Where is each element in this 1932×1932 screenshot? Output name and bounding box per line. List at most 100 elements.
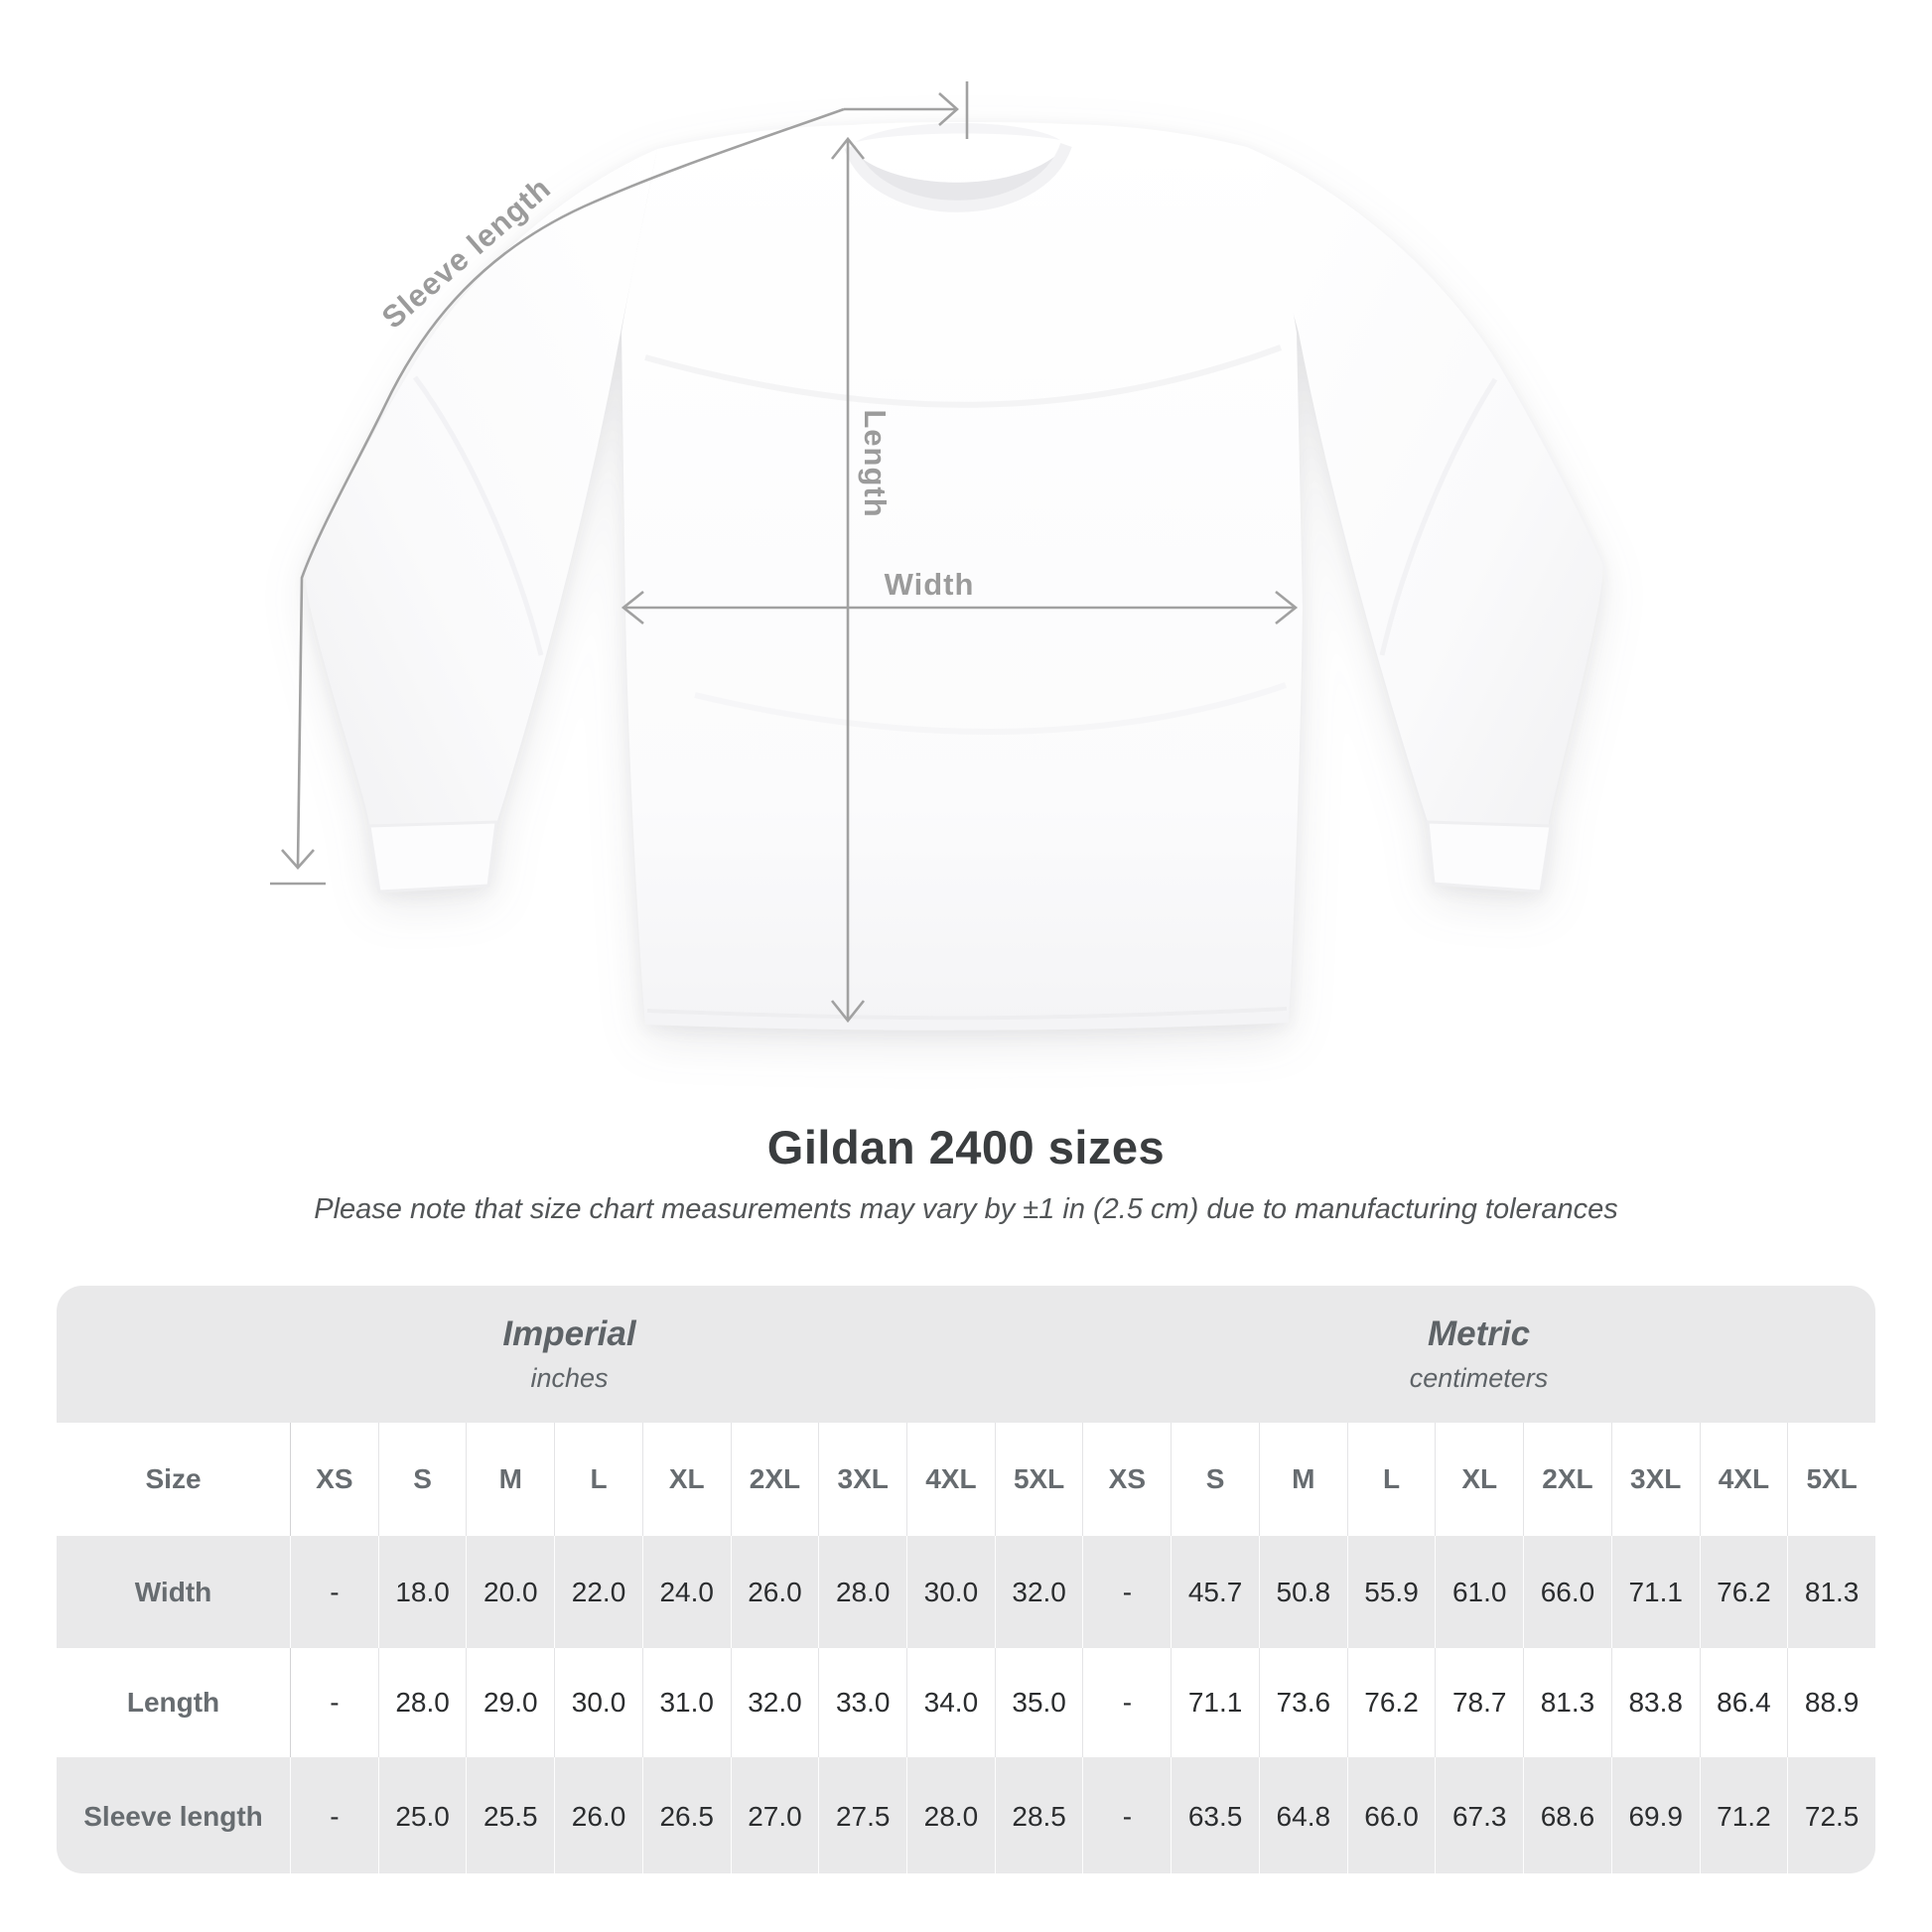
table-cell: 30.0 bbox=[906, 1536, 995, 1648]
sleeve-length-row: Sleeve length -25.0 25.5 26.0 26.5 27.0 27.5 2… bbox=[57, 1757, 1875, 1873]
table-cell: 29.0 bbox=[466, 1648, 554, 1757]
table-cell: 73.6 bbox=[1258, 1648, 1347, 1757]
table-cell: 45.7 bbox=[1171, 1536, 1259, 1648]
table-cell: 64.8 bbox=[1258, 1757, 1347, 1873]
table-cell: 81.3 bbox=[1523, 1648, 1611, 1757]
size-col-header: M bbox=[466, 1423, 554, 1536]
table-cell: - bbox=[290, 1536, 378, 1648]
table-cell: 24.0 bbox=[641, 1536, 731, 1648]
shirt-shape bbox=[305, 121, 1603, 1031]
row-label-length: Length bbox=[126, 1687, 220, 1718]
table-cell: 76.2 bbox=[1699, 1536, 1788, 1648]
size-col-header: S bbox=[377, 1423, 467, 1536]
table-cell: 34.0 bbox=[906, 1648, 995, 1757]
size-col-header: 5XL bbox=[1787, 1423, 1875, 1536]
sleeve-length-line bbox=[296, 107, 845, 867]
collar-band bbox=[844, 142, 1072, 212]
size-col-header: L bbox=[1346, 1423, 1436, 1536]
left-sleeve bbox=[305, 149, 657, 890]
page-title: Gildan 2400 sizes bbox=[766, 1121, 1166, 1173]
left-cuff bbox=[367, 820, 498, 894]
measurement-lines bbox=[270, 81, 1299, 1024]
sleeve-length-arrow-down bbox=[281, 849, 315, 870]
width-arrow-right bbox=[1275, 590, 1299, 625]
table-cell: 32.0 bbox=[994, 1536, 1083, 1648]
table-cell: 31.0 bbox=[641, 1648, 731, 1757]
table-cell: 25.0 bbox=[377, 1757, 467, 1873]
fold-line bbox=[412, 375, 544, 656]
size-col-header: 5XL bbox=[994, 1423, 1083, 1536]
table-cell: 78.7 bbox=[1435, 1648, 1523, 1757]
imperial-unit: inches bbox=[530, 1363, 609, 1393]
size-col-header: 2XL bbox=[730, 1423, 819, 1536]
width-arrow-left bbox=[621, 590, 644, 625]
shirt-body bbox=[621, 121, 1303, 1031]
table-cell: 71.1 bbox=[1171, 1648, 1259, 1757]
table-cell: 68.6 bbox=[1523, 1757, 1611, 1873]
right-cuff bbox=[1426, 820, 1553, 894]
imperial-section: Imperial inches bbox=[57, 1314, 1082, 1394]
length-arrow-up bbox=[830, 136, 866, 160]
table-cell: 27.0 bbox=[730, 1757, 819, 1873]
table-cell: 30.0 bbox=[554, 1648, 642, 1757]
table-cell: 26.5 bbox=[641, 1757, 731, 1873]
table-cell: 28.0 bbox=[377, 1648, 467, 1757]
size-col-header: 4XL bbox=[1699, 1423, 1788, 1536]
table-cell: 55.9 bbox=[1346, 1536, 1436, 1648]
metric-unit: centimeters bbox=[1409, 1363, 1549, 1393]
table-cell: 72.5 bbox=[1787, 1757, 1875, 1873]
table-cell: 20.0 bbox=[466, 1536, 554, 1648]
table-cell: 63.5 bbox=[1171, 1757, 1259, 1873]
fold-line bbox=[694, 682, 1287, 735]
size-table: Imperial inches Metric centimeters Size … bbox=[57, 1286, 1875, 1873]
size-corner-label: Size bbox=[145, 1463, 202, 1494]
size-col-header: XL bbox=[641, 1423, 731, 1536]
size-col-header: XS bbox=[290, 1423, 378, 1536]
fold-line bbox=[1379, 377, 1498, 656]
table-cell: - bbox=[1082, 1648, 1171, 1757]
table-cell: 18.0 bbox=[377, 1536, 467, 1648]
size-col-header: 2XL bbox=[1523, 1423, 1611, 1536]
table-cell: 28.0 bbox=[818, 1536, 906, 1648]
table-cell: 28.5 bbox=[994, 1757, 1083, 1873]
collar-back bbox=[856, 122, 1060, 142]
size-col-header: XL bbox=[1435, 1423, 1523, 1536]
row-label-width: Width bbox=[134, 1576, 212, 1607]
table-cell: - bbox=[1082, 1757, 1171, 1873]
table-cell: 25.5 bbox=[466, 1757, 554, 1873]
table-cell: - bbox=[290, 1757, 378, 1873]
length-label: Length bbox=[858, 409, 893, 518]
table-cell: 71.1 bbox=[1610, 1536, 1700, 1648]
size-col-header: 3XL bbox=[1610, 1423, 1700, 1536]
shirt-illustration bbox=[270, 81, 1603, 1031]
imperial-label: Imperial bbox=[502, 1314, 636, 1353]
unit-section-header: Imperial inches Metric centimeters bbox=[57, 1286, 1875, 1423]
shirt-diagram: Sleeve length Length Width bbox=[270, 81, 1603, 1031]
table-cell: 88.9 bbox=[1787, 1648, 1875, 1757]
table-cell: - bbox=[1082, 1536, 1171, 1648]
row-label-sleeve-length: Sleeve length bbox=[83, 1801, 263, 1832]
table-cell: 71.2 bbox=[1699, 1757, 1788, 1873]
size-col-header: 3XL bbox=[818, 1423, 906, 1536]
length-arrow-down bbox=[830, 1000, 866, 1024]
table-cell: 61.0 bbox=[1435, 1536, 1523, 1648]
width-row: Width -18.0 20.0 22.0 24.0 26.0 28.0 30.0 32.0-… bbox=[57, 1536, 1875, 1648]
fold-line bbox=[644, 345, 1283, 408]
length-row: Length -28.0 29.0 30.0 31.0 32.0 33.0 34.0 35.0… bbox=[57, 1648, 1875, 1757]
sleeve-length-arrow-right bbox=[938, 92, 959, 126]
table-cell: 81.3 bbox=[1787, 1536, 1875, 1648]
table-cell: 86.4 bbox=[1699, 1648, 1788, 1757]
table-cell: 22.0 bbox=[554, 1536, 642, 1648]
table-cell: 26.0 bbox=[730, 1536, 819, 1648]
size-col-header: L bbox=[554, 1423, 642, 1536]
size-col-header: XS bbox=[1082, 1423, 1171, 1536]
metric-label: Metric bbox=[1427, 1314, 1531, 1353]
table-cell: 69.9 bbox=[1610, 1757, 1700, 1873]
page-subtitle: Please note that size chart measurements… bbox=[314, 1193, 1618, 1225]
hem-line bbox=[646, 1007, 1288, 1021]
table-cell: 50.8 bbox=[1258, 1536, 1347, 1648]
table-cell: 76.2 bbox=[1346, 1648, 1436, 1757]
table-cell: 33.0 bbox=[818, 1648, 906, 1757]
metric-section: Metric centimeters bbox=[1082, 1314, 1875, 1394]
